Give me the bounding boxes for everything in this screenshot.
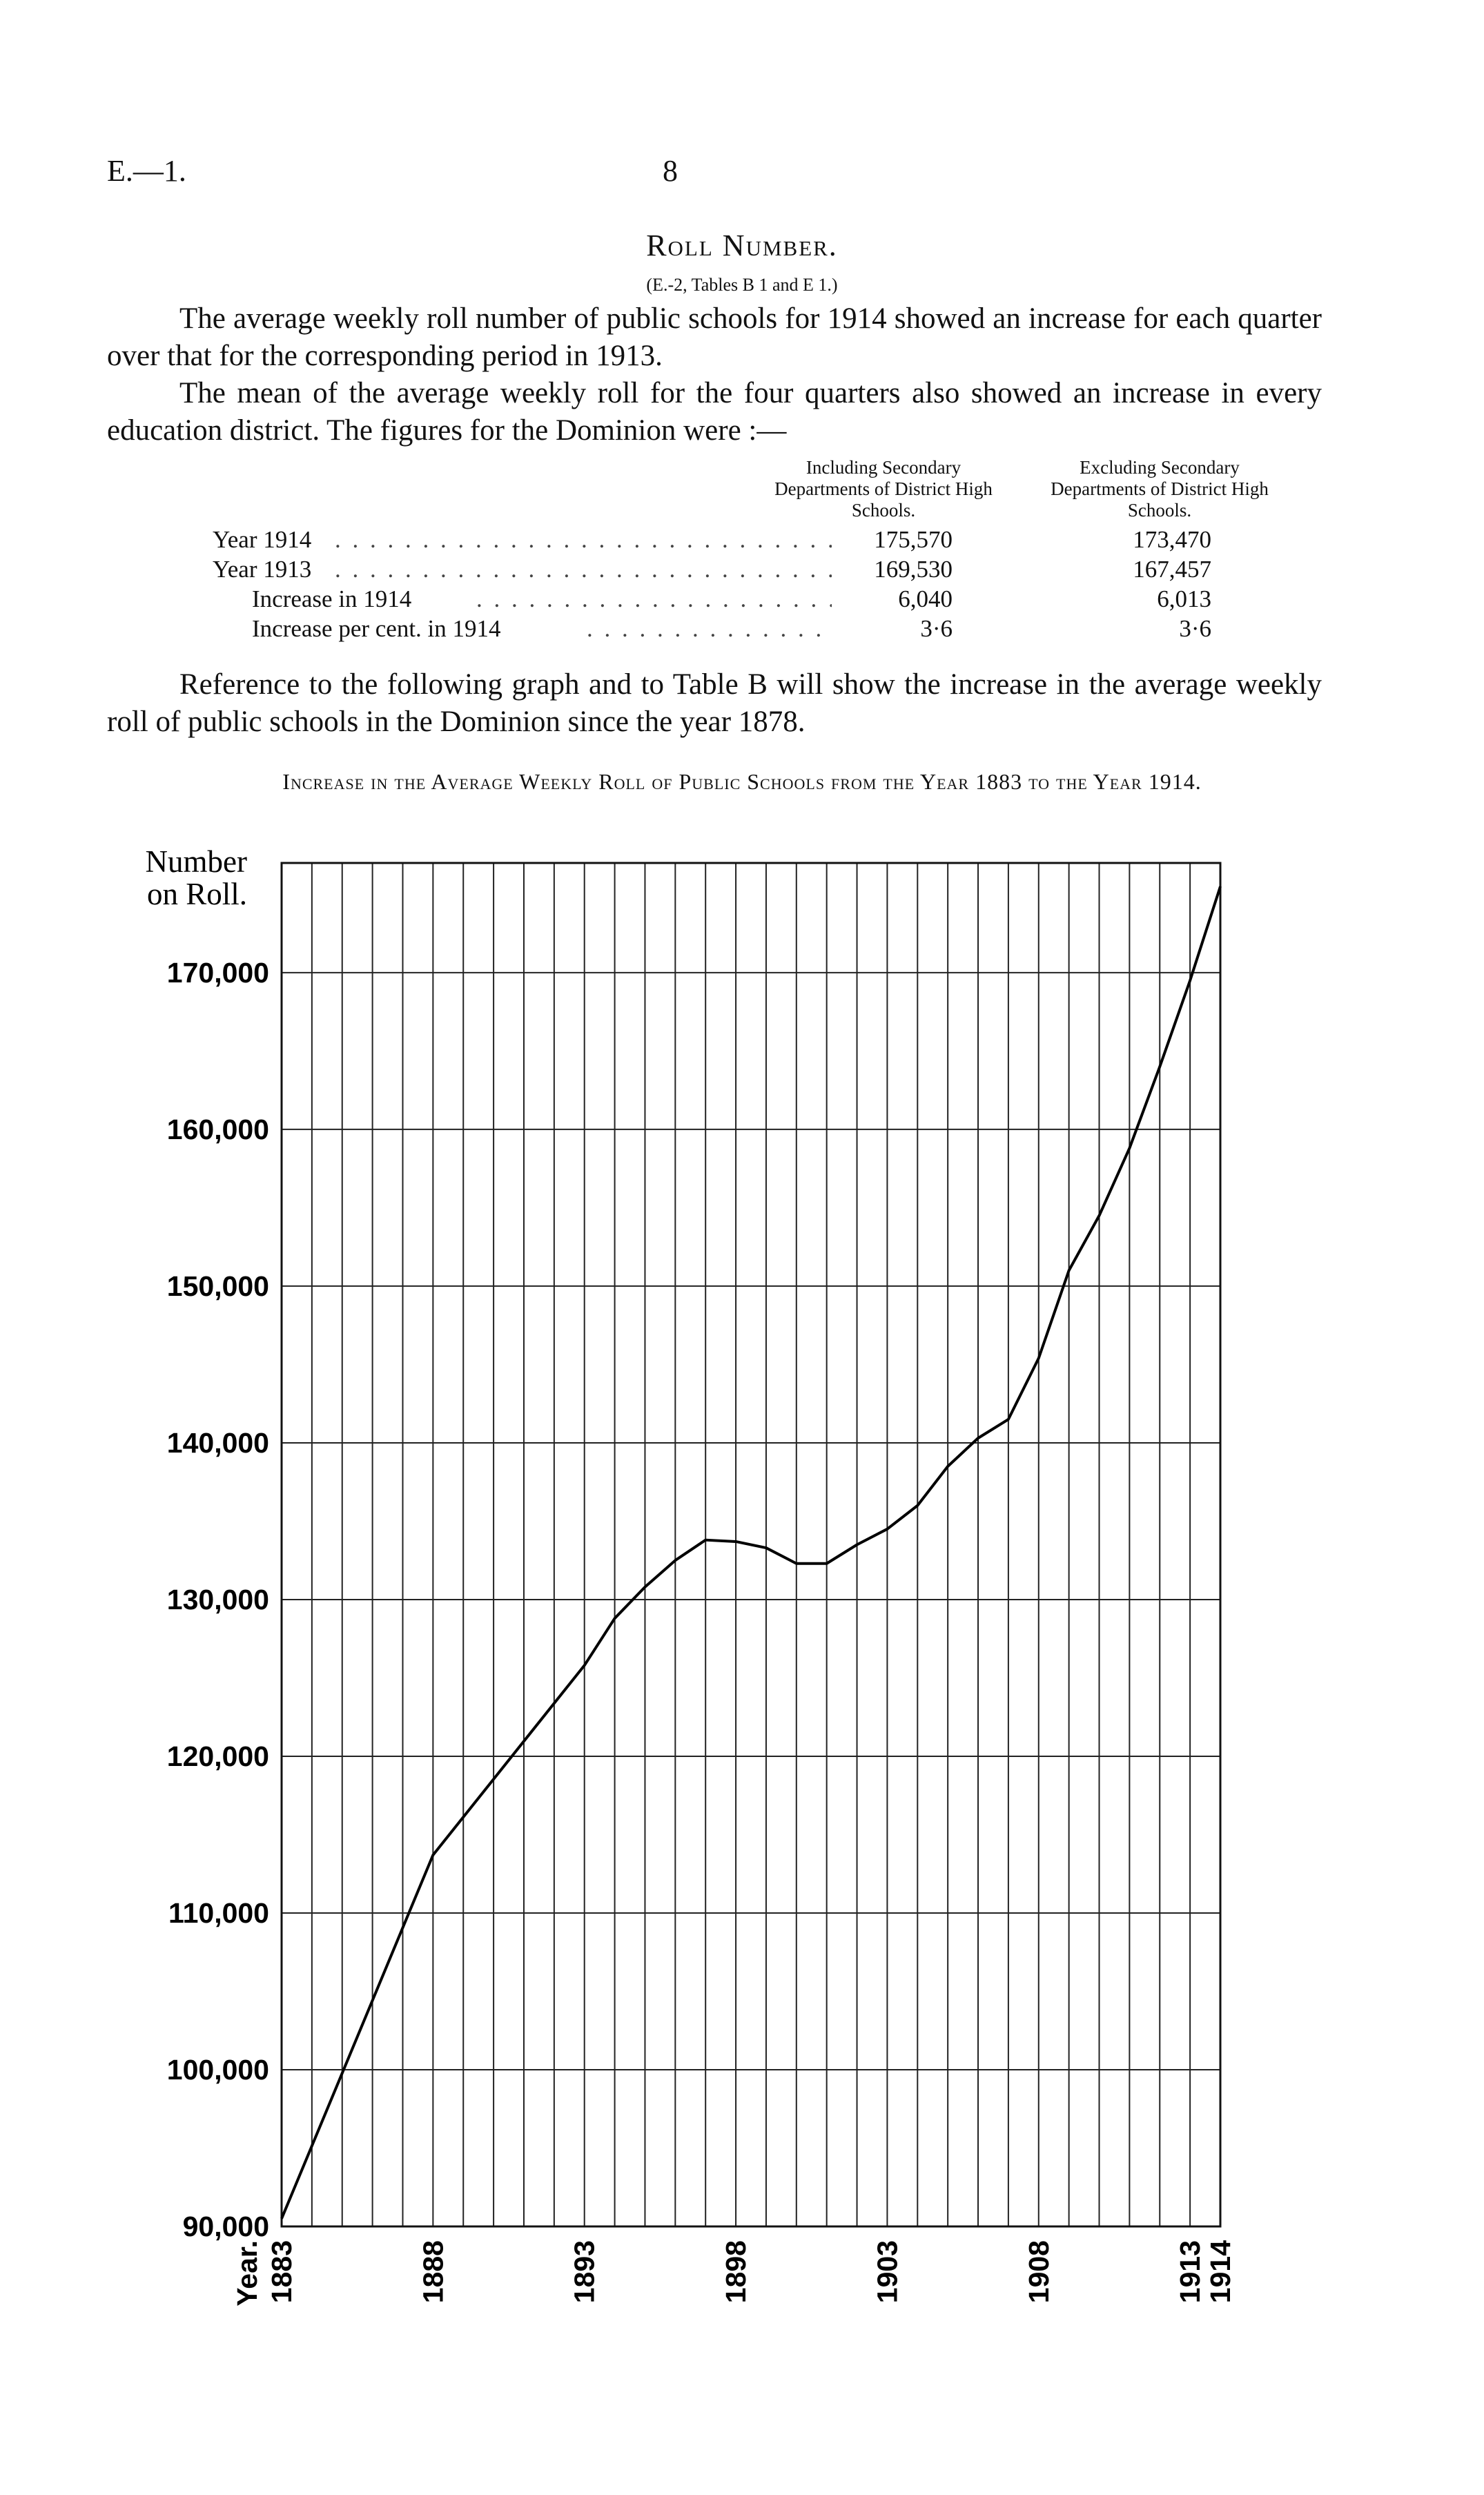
x-tick-label: 1913 (1174, 2240, 1206, 2303)
row-label: Year 1913 (213, 556, 312, 583)
x-tick-label: 1903 (871, 2240, 903, 2303)
x-axis-label: Year. (231, 2240, 263, 2307)
leader-dots: . . . . . . . . . . . . . . . . . (587, 615, 832, 642)
x-tick-label: 1914 (1204, 2240, 1236, 2303)
y-axis-ticks: 90,000 100,000 110,000 120,000 130,000 140,00… (167, 957, 269, 2242)
chart-frame (280, 862, 1222, 2228)
y-tick-label: 150,000 (167, 1270, 269, 1302)
y-axis-label: Number (146, 844, 247, 879)
table-reference: (E.-2, Tables B 1 and E 1.) (646, 275, 838, 295)
chart-border (280, 862, 1222, 2228)
row-value-excluding: 6,013 (1157, 585, 1211, 612)
y-tick-label: 140,000 (167, 1427, 269, 1459)
x-tick-label: 1898 (720, 2240, 752, 2303)
leader-dots: . . . . . . . . . . . . . . . . . . . . … (335, 556, 832, 583)
column-header-excluding: Excluding Secondary Departments of Distr… (1051, 457, 1269, 521)
row-value-including: 3·6 (920, 615, 953, 642)
y-tick-label: 100,000 (167, 2054, 269, 2086)
x-tick-label: 1883 (266, 2240, 297, 2303)
y-tick-label: 130,000 (167, 1584, 269, 1615)
x-tick-label: 1908 (1023, 2240, 1055, 2303)
x-tick-label: 1893 (569, 2240, 601, 2303)
x-tick-label: 1888 (417, 2240, 449, 2303)
paragraph: Reference to the following graph and to … (107, 668, 1322, 738)
y-tick-label: 160,000 (167, 1114, 269, 1145)
reference-text: Reference to the following graph and to … (107, 666, 1322, 741)
data-series (280, 886, 1222, 2220)
series-line (280, 886, 1222, 2220)
page-number: 8 (663, 154, 678, 188)
row-value-excluding: 173,470 (1133, 526, 1211, 553)
row-label: Increase in 1914 (252, 585, 412, 612)
section-heading: Roll Number. (646, 229, 838, 262)
chart-title: Increase in the Average Weekly Roll of P… (282, 769, 1202, 794)
row-value-excluding: 3·6 (1179, 615, 1211, 642)
paragraph: The mean of the average weekly roll for … (107, 377, 1322, 447)
row-value-including: 6,040 (898, 585, 953, 612)
y-tick-label: 90,000 (183, 2211, 269, 2242)
table-row: Year 1913 . . . . . . . . . . . . . . . … (0, 556, 1484, 588)
row-value-including: 175,570 (874, 526, 953, 553)
y-tick-label: 120,000 (167, 1740, 269, 1772)
row-value-excluding: 167,457 (1133, 556, 1211, 583)
table-row: Increase per cent. in 1914 . . . . . . .… (0, 615, 1484, 647)
page-reference: E.—1. (107, 154, 186, 188)
intro-text: The average weekly roll number of public… (107, 300, 1322, 449)
y-axis-label: on Roll. (147, 877, 247, 911)
row-value-including: 169,530 (874, 556, 953, 583)
leader-dots: . . . . . . . . . . . . . . . . . . . . … (476, 585, 832, 612)
roll-number-chart: 90,000 100,000 110,000 120,000 130,000 140,00… (146, 844, 1236, 2307)
table-row: Increase in 1914 . . . . . . . . . . . .… (0, 585, 1484, 617)
row-label: Increase per cent. in 1914 (252, 615, 501, 642)
column-header-including: Including Secondary Departments of Distr… (774, 457, 993, 521)
row-label: Year 1914 (213, 526, 312, 553)
table-row: Year 1914 . . . . . . . . . . . . . . . … (0, 526, 1484, 558)
paragraph: The average weekly roll number of public… (107, 302, 1322, 372)
y-tick-label: 110,000 (168, 1897, 269, 1929)
leader-dots: . . . . . . . . . . . . . . . . . . . . … (335, 526, 832, 553)
y-tick-label: 170,000 (167, 957, 269, 989)
